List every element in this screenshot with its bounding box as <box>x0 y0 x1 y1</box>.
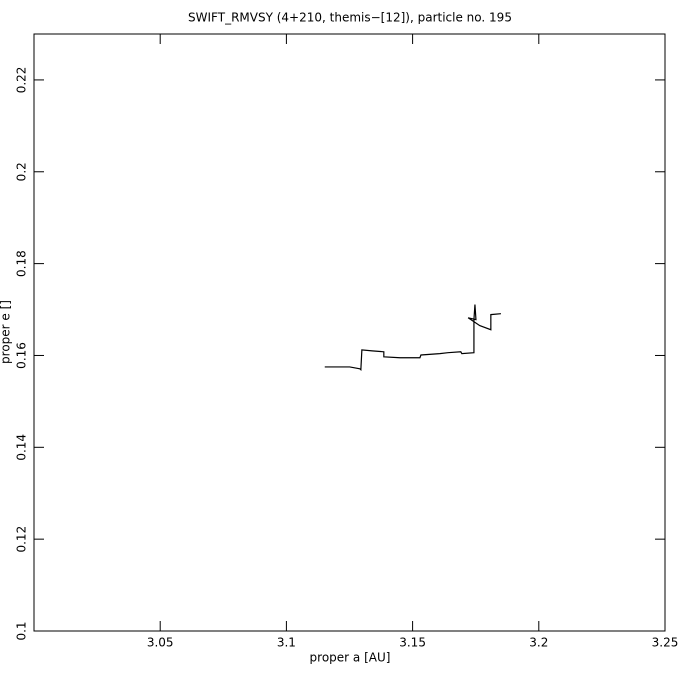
x-tick-label: 3.25 <box>652 636 679 650</box>
y-tick-label: 0.18 <box>15 250 29 277</box>
y-tick-label: 0.14 <box>15 434 29 461</box>
x-tick-label: 3.05 <box>147 636 174 650</box>
plot-frame <box>33 33 666 632</box>
x-axis-label: proper a [AU] <box>310 651 391 665</box>
x-tick-label: 3.15 <box>399 636 426 650</box>
y-tick-label: 0.12 <box>15 526 29 553</box>
y-tick-label: 0.22 <box>15 67 29 94</box>
chart-title: SWIFT_RMVSY (4+210, themis−[12]), partic… <box>188 11 512 25</box>
y-tick-label: 0.16 <box>15 342 29 369</box>
y-tick-label: 0.1 <box>15 621 29 640</box>
x-tick-label: 3.1 <box>277 636 296 650</box>
x-tick-label: 3.2 <box>529 636 548 650</box>
data-line <box>324 304 501 371</box>
y-axis-label: proper e [] <box>0 300 13 364</box>
y-tick-label: 0.2 <box>15 162 29 181</box>
